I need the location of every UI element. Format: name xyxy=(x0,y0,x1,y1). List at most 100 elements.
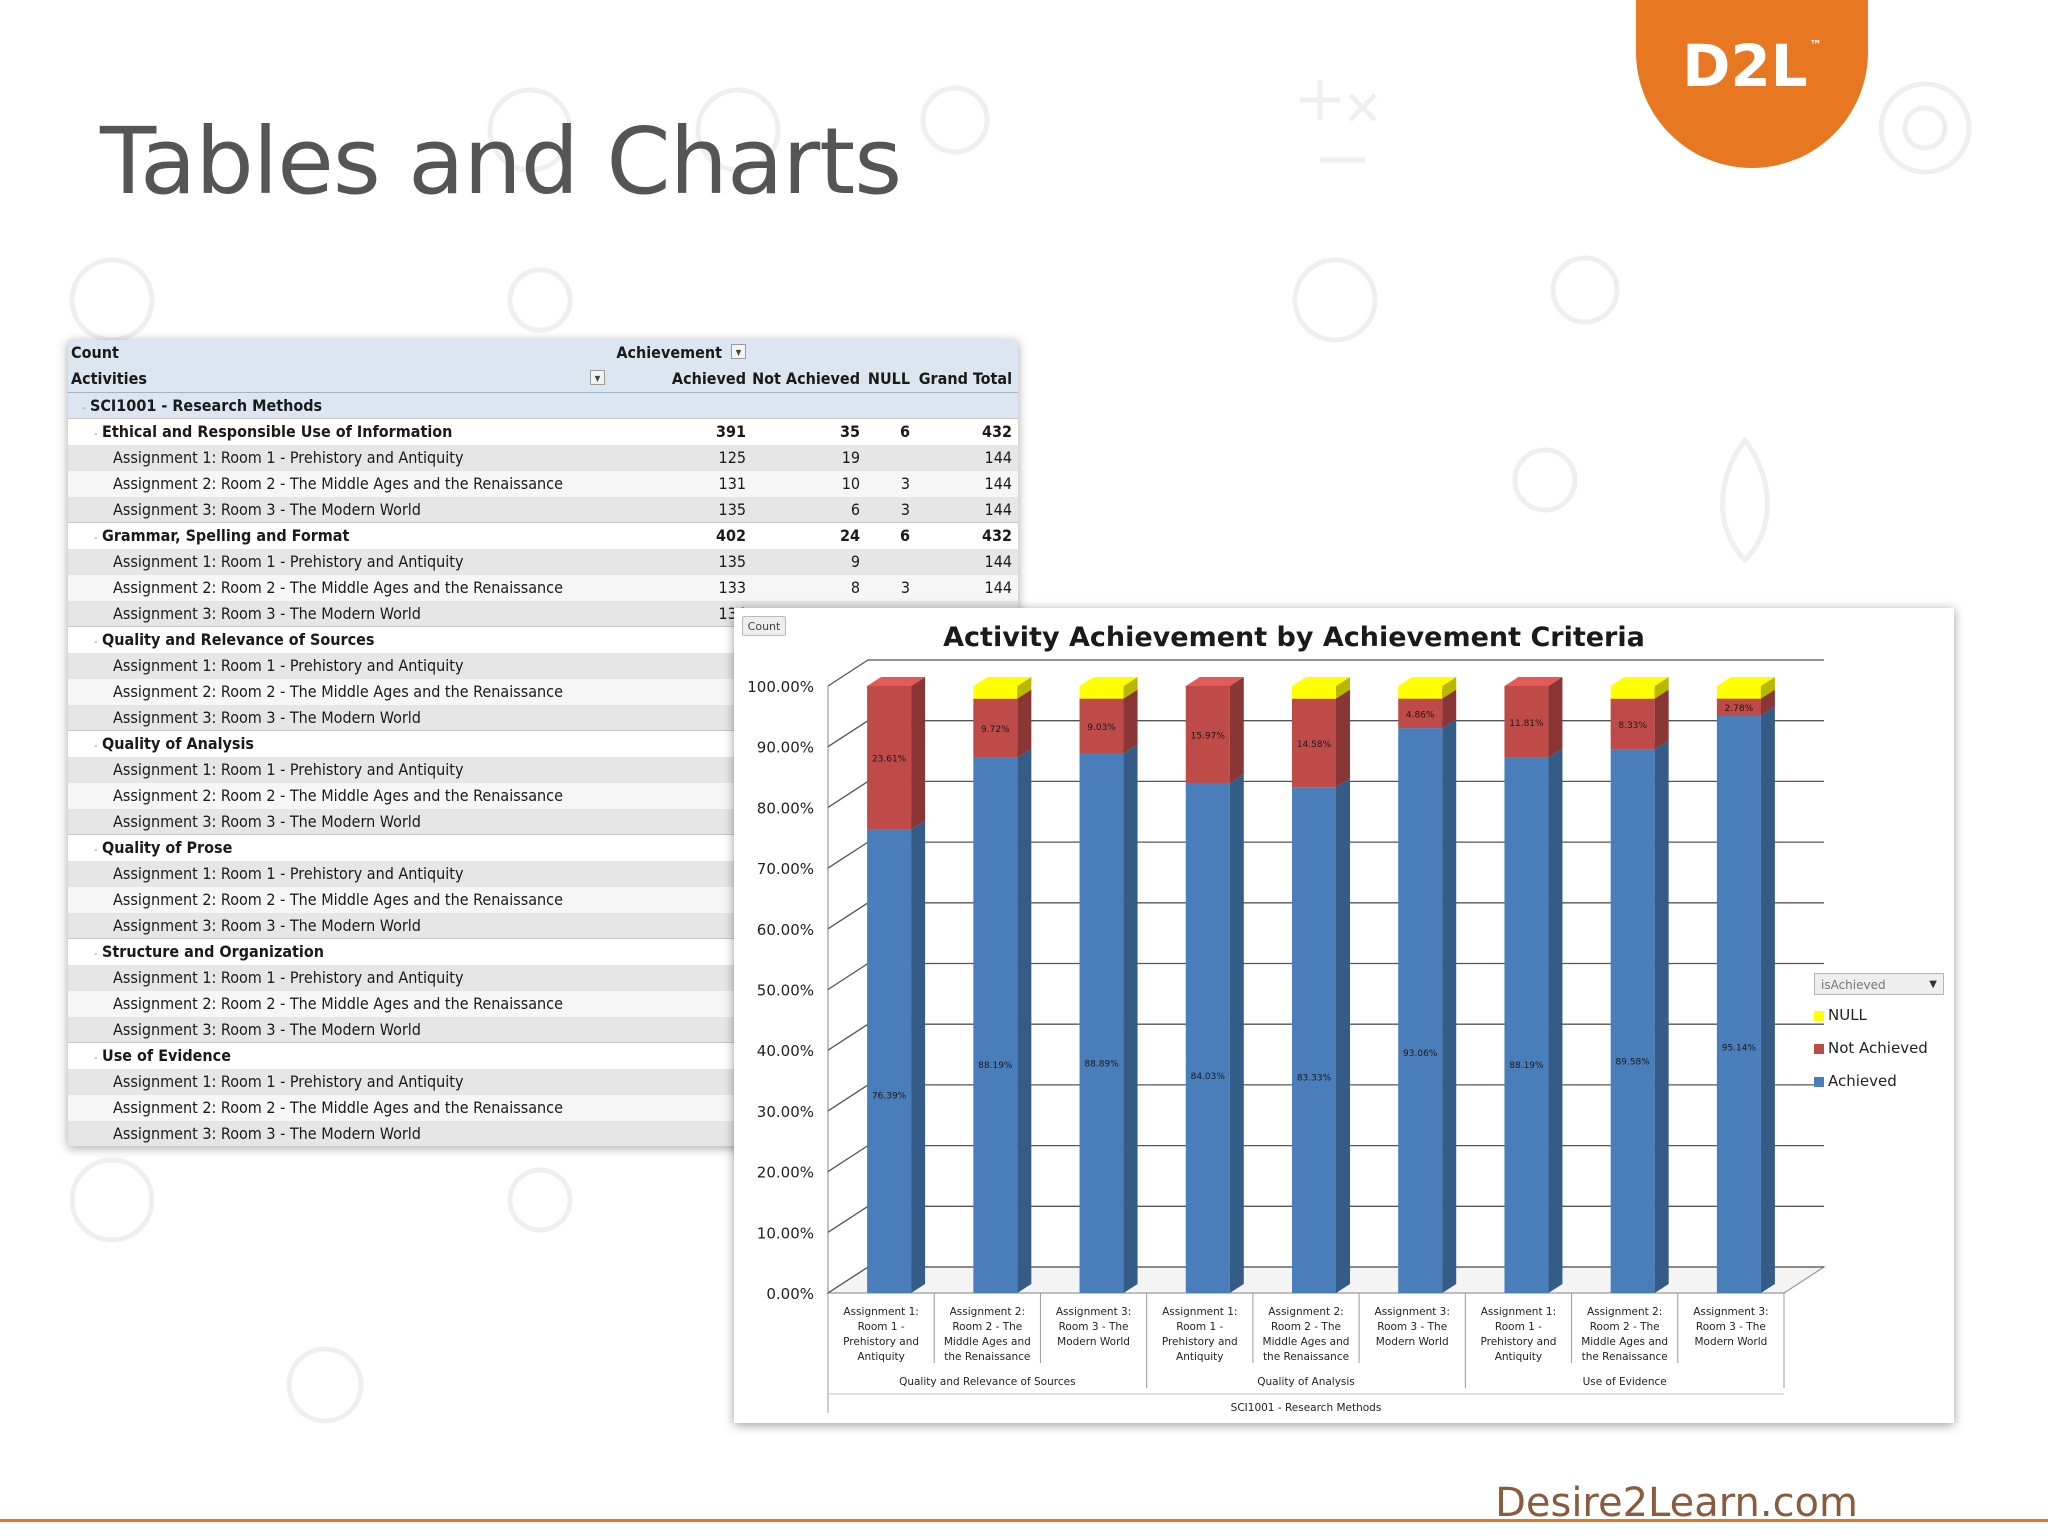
row-label: Assignment 3: Room 3 - The Modern World xyxy=(113,915,421,935)
collapse-icon[interactable]: - xyxy=(94,531,98,545)
assignment-row: Assignment 2: Room 2 - The Middle Ages a… xyxy=(68,470,1018,497)
course-label: SCI1001 - Research Methods xyxy=(90,395,323,415)
bar-segment-not-achieved xyxy=(973,698,1018,758)
footer-divider xyxy=(0,1519,2048,1522)
bar-segment-null xyxy=(1610,686,1655,699)
cell-achieved: 125 xyxy=(718,448,746,467)
cell-grand-total: 432 xyxy=(981,422,1012,442)
cell-grand-total: 432 xyxy=(981,526,1012,546)
bar-side-face xyxy=(1336,689,1350,788)
category-label: the Renaissance xyxy=(1582,1351,1668,1363)
cell-achieved: 391 xyxy=(715,422,746,442)
row-label: Ethical and Responsible Use of Informati… xyxy=(102,422,453,442)
y-tick-label: 0.00% xyxy=(766,1285,814,1303)
data-label: 88.19% xyxy=(978,1061,1013,1071)
row-label: Assignment 2: Room 2 - The Middle Ages a… xyxy=(113,1097,563,1117)
legend-filter-label: isAchieved xyxy=(1821,978,1886,992)
target-icon xyxy=(1878,81,1972,175)
category-label: Room 3 - The xyxy=(1377,1321,1447,1333)
course-axis-label: SCI1001 - Research Methods xyxy=(1231,1402,1382,1414)
count-field-button[interactable]: Count xyxy=(742,616,786,636)
bar-segment-not-achieved xyxy=(1610,698,1655,750)
row-label: Assignment 3: Room 3 - The Modern World xyxy=(113,499,421,519)
logo-trademark: ™ xyxy=(1809,38,1822,52)
bar-segment-achieved xyxy=(1610,749,1655,1293)
bar-segment-achieved xyxy=(1292,787,1336,1293)
category-label: Modern World xyxy=(1694,1336,1767,1348)
bar-top-face xyxy=(1504,677,1563,686)
row-label: Quality of Prose xyxy=(102,838,233,858)
group-label: Use of Evidence xyxy=(1583,1376,1667,1388)
bar-side-face xyxy=(1760,677,1775,699)
globe-icon xyxy=(695,87,781,173)
y-tick-label: 70.00% xyxy=(757,860,814,878)
category-label: Assignment 3: xyxy=(1693,1306,1768,1318)
collapse-icon[interactable]: - xyxy=(94,843,98,857)
bar-side-face xyxy=(1442,719,1457,1293)
course-row[interactable]: - SCI1001 - Research Methods xyxy=(68,392,1018,419)
collapse-icon[interactable]: - xyxy=(94,1051,98,1065)
y-tick-label: 30.00% xyxy=(757,1103,814,1121)
globe-icon xyxy=(286,1346,364,1424)
collapse-icon[interactable]: - xyxy=(94,947,98,961)
chat-icon xyxy=(920,85,990,155)
legend-label: NULL xyxy=(1828,1006,1867,1024)
legend-filter-button[interactable]: isAchieved ▼ xyxy=(1814,973,1944,995)
row-label: Assignment 1: Room 1 - Prehistory and An… xyxy=(113,656,464,675)
data-label: 23.61% xyxy=(872,755,907,765)
dropdown-arrow-icon: ▼ xyxy=(1929,979,1937,990)
legend-item-achieved: Achieved xyxy=(1814,1065,1944,1098)
bar-side-face xyxy=(1229,677,1244,783)
stacked-bar-chart: 0.00% 10.00% 20.00% 30.00% 40.00% 50.00% 60.00… xyxy=(747,659,1827,1414)
activities-filter-button[interactable]: ▼ xyxy=(590,369,605,385)
category-label: Prehistory and xyxy=(1480,1336,1556,1348)
criterion-row[interactable]: - Grammar, Spelling and Format 402 24 6 432 xyxy=(68,522,1018,549)
bar-segment-not-achieved xyxy=(1398,698,1443,729)
cell-null: 3 xyxy=(900,473,910,493)
collapse-icon[interactable]: - xyxy=(82,400,86,414)
bar-side-face xyxy=(1654,677,1669,699)
bar-segment-not-achieved xyxy=(1185,686,1230,783)
bar-segment-null xyxy=(973,686,1018,699)
category-label: Room 3 - The xyxy=(1059,1321,1129,1333)
data-label: 4.86% xyxy=(1406,710,1435,720)
legend-swatch xyxy=(1814,1076,1824,1087)
faces-icon xyxy=(507,267,573,333)
chart-title: Activity Achievement by Achievement Crit… xyxy=(943,622,1645,653)
bar-segment-not-achieved xyxy=(1292,698,1336,788)
row-label: Assignment 1: Room 1 - Prehistory and An… xyxy=(113,1072,464,1091)
row-label: Assignment 2: Room 2 - The Middle Ages a… xyxy=(113,681,563,701)
bar-side-face xyxy=(1548,677,1563,758)
bar-side-face xyxy=(1760,689,1775,716)
legend-item-not-achieved: Not Achieved xyxy=(1814,1032,1944,1065)
achievement-filter-button[interactable]: ▼ xyxy=(731,344,746,359)
collapse-icon[interactable]: - xyxy=(94,739,98,753)
bar-segment-achieved xyxy=(1398,728,1443,1293)
category-label: Middle Ages and xyxy=(1581,1336,1668,1348)
row-label: Use of Evidence xyxy=(102,1046,231,1066)
data-label: 2.78% xyxy=(1725,704,1754,714)
row-label: Assignment 2: Room 2 - The Middle Ages a… xyxy=(113,785,563,805)
category-label: Room 2 - The xyxy=(1590,1321,1660,1333)
bar-top-face xyxy=(1610,677,1669,687)
cell-grand-total: 144 xyxy=(984,552,1012,571)
bar-segment-not-achieved xyxy=(1504,686,1549,758)
column-header-achieved: Achieved xyxy=(671,368,746,388)
criterion-row[interactable]: - Ethical and Responsible Use of Informat… xyxy=(68,418,1018,445)
cell-grand-total: 144 xyxy=(984,577,1012,597)
collapse-icon[interactable]: - xyxy=(94,635,98,649)
row-label: Assignment 1: Room 1 - Prehistory and An… xyxy=(113,448,464,467)
data-label: 8.33% xyxy=(1618,721,1647,731)
collapse-icon[interactable]: - xyxy=(94,427,98,441)
bar-top-face xyxy=(867,677,926,686)
cell-null: 3 xyxy=(900,577,910,597)
group-label: Quality of Analysis xyxy=(1257,1376,1355,1388)
category-label: Assignment 3: xyxy=(1375,1306,1450,1318)
cell-null: 3 xyxy=(900,499,910,519)
legend-label: Achieved xyxy=(1828,1072,1897,1090)
bar-side-face xyxy=(1442,689,1457,729)
category-label: Middle Ages and xyxy=(944,1336,1031,1348)
leaf-icon xyxy=(1720,435,1770,564)
legend-item-null: NULL xyxy=(1814,999,1944,1032)
